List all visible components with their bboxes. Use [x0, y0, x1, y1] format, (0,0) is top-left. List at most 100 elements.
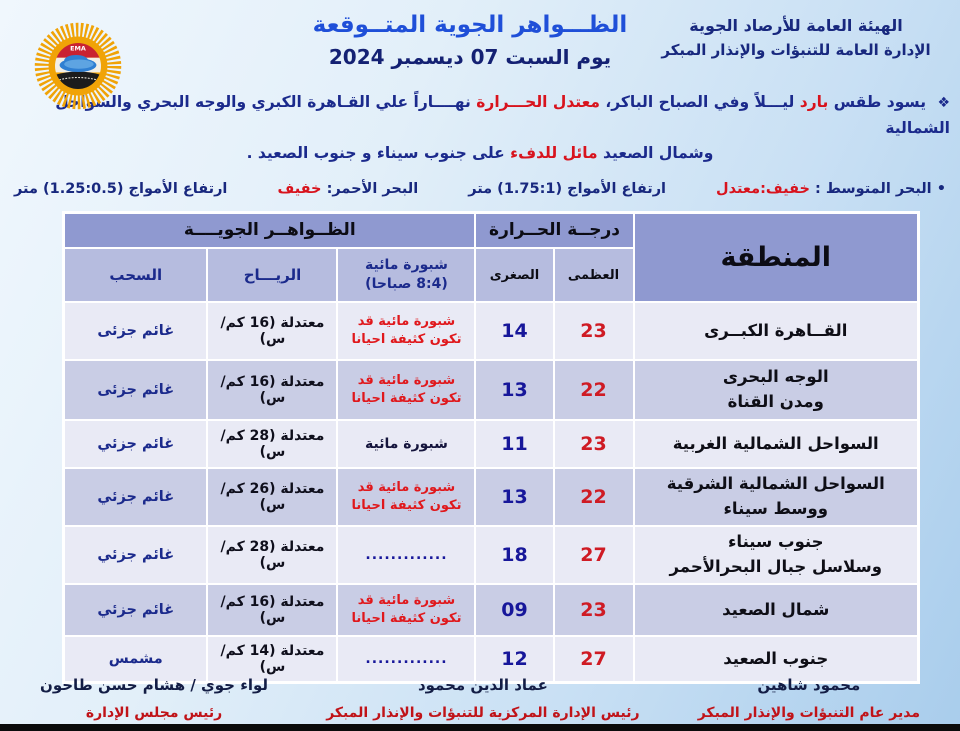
- sea-conditions-line: • البحر المتوسط : خفيف:معتدل ارتفاع الأم…: [0, 167, 960, 197]
- table-row: شمال الصعيد 23 09 شبورة مائية قد تكون كث…: [62, 583, 920, 638]
- col-header-clouds: السحب: [62, 247, 209, 304]
- synopsis-line-1: ❖ يسود طقس بارد ليـــلاً وفي الصباح البا…: [10, 90, 950, 141]
- synopsis-text: يسود طقس: [828, 93, 927, 111]
- synopsis-highlight-warm: مائل للدفء: [510, 144, 598, 163]
- wind-cell: معتدلة (16 كم/س): [206, 583, 339, 638]
- synopsis-line-2: وشمال الصعيد مائل للدفء على جنوب سيناء و…: [10, 141, 950, 167]
- col-header-fog-line2: (8:4 صباحا): [365, 276, 448, 293]
- signature-block-left: لواء جوي / هشام حسن طاحون رئيس مجلس الإد…: [40, 676, 268, 721]
- max-temp-cell: 22: [552, 359, 635, 422]
- title-block: الظـــواهر الجوية المتــوقعة يوم السبت 0…: [255, 12, 685, 69]
- signatures-footer: محمود شاهين مدير عام التنبؤات والإنذار ا…: [0, 676, 960, 721]
- table-row: السواحل الشمالية الغربية 23 11 شبورة مائ…: [62, 419, 920, 470]
- col-header-fog: شبورة مائية (8:4 صباحا): [336, 247, 477, 304]
- min-temp-cell: 14: [474, 301, 555, 362]
- wind-cell: معتدلة (14 كم/س): [206, 635, 339, 684]
- mediterranean-state: • البحر المتوسط : خفيف:معتدل: [716, 181, 946, 197]
- table-body: القــاهرة الكبــرى 23 14 شبورة مائية قد …: [62, 301, 920, 684]
- min-temp-cell: 09: [474, 583, 555, 638]
- table-header: المنطقة درجــة الحــرارة الظــواهــر الج…: [62, 211, 920, 304]
- header: EMA الظـــواهر الجوية المتــوقعة يوم الس…: [0, 0, 960, 110]
- mediterranean-label: البحر المتوسط :: [809, 180, 932, 197]
- wind-cell: معتدلة (28 كم/س): [206, 419, 339, 470]
- clouds-cell: غائم جزئى: [62, 301, 209, 362]
- synopsis-highlight-moderate: معتدل الحـــرارة: [476, 93, 600, 111]
- synopsis-text: ليـــلاً وفي الصباح الباكر،: [599, 93, 800, 111]
- clouds-cell: مشمس: [62, 635, 209, 684]
- signatory-title: رئيس الإدارة المركزية للتنبؤات والإنذار …: [326, 705, 640, 721]
- fog-cell: شبورة مائية قد تكون كثيفة احيانا: [336, 467, 477, 528]
- wind-cell: معتدلة (28 كم/س): [206, 525, 339, 586]
- min-temp-cell: 13: [474, 359, 555, 422]
- organization-block: الهيئة العامة للأرصاد الجوية الإدارة الع…: [646, 16, 946, 59]
- col-header-fog-line1: شبورة مائية: [365, 257, 448, 274]
- table-row: جنوب سيناء وسلاسل جبال البحرالأحمر 27 18 …: [62, 525, 920, 586]
- clouds-cell: غائم جزئي: [62, 467, 209, 528]
- org-name: الهيئة العامة للأرصاد الجوية: [689, 16, 903, 35]
- region-cell: السواحل الشمالية الشرقية ووسط سيناء: [632, 467, 920, 528]
- page-title: الظـــواهر الجوية المتــوقعة: [312, 12, 628, 38]
- table-row: الوجه البحرى ومدن القناة 22 13 شبورة مائي…: [62, 359, 920, 422]
- weather-synopsis: ❖ يسود طقس بارد ليـــلاً وفي الصباح البا…: [0, 88, 960, 167]
- min-temp-cell: 11: [474, 419, 555, 470]
- col-group-phenomena: الظــواهــر الجويــــة: [62, 211, 477, 250]
- min-temp-cell: 18: [474, 525, 555, 586]
- max-temp-cell: 23: [552, 583, 635, 638]
- region-cell: الوجه البحرى ومدن القناة: [632, 359, 920, 422]
- fog-cell: شبورة مائية قد تكون كثيفة احيانا: [336, 359, 477, 422]
- col-header-wind: الريـــاح: [206, 247, 339, 304]
- org-department: الإدارة العامة للتنبؤات والإنذار المبكر: [661, 41, 931, 59]
- ema-sun-logo-icon: EMA: [34, 22, 122, 110]
- red-sea-label: البحر الأحمر:: [321, 180, 419, 197]
- max-temp-cell: 22: [552, 467, 635, 528]
- signatory-title: رئيس مجلس الإدارة: [85, 705, 223, 721]
- col-header-region: المنطقة: [632, 211, 920, 304]
- max-temp-cell: 27: [552, 635, 635, 684]
- logo-ema-text: EMA: [70, 44, 86, 52]
- signatory-name: محمود شاهين: [757, 676, 861, 694]
- synopsis-highlight-cold: بارد: [799, 93, 829, 111]
- clouds-cell: غائم جزئي: [62, 525, 209, 586]
- region-cell: جنوب سيناء وسلاسل جبال البحرالأحمر: [632, 525, 920, 586]
- signatory-name: عماد الدين محمود: [417, 676, 548, 694]
- clouds-cell: غائم جزئى: [62, 359, 209, 422]
- fog-cell: شبورة مائية قد تكون كثيفة احيانا: [336, 583, 477, 638]
- wind-cell: معتدلة (26 كم/س): [206, 467, 339, 528]
- signature-block-right: محمود شاهين مدير عام التنبؤات والإنذار ا…: [698, 676, 920, 721]
- diamond-bullet-icon: ❖: [937, 95, 950, 111]
- red-sea-state: البحر الأحمر: خفيف: [277, 181, 418, 197]
- max-temp-cell: 27: [552, 525, 635, 586]
- region-cell: شمال الصعيد: [632, 583, 920, 638]
- mediterranean-wave-height: ارتفاع الأمواج (1.75:1) متر: [468, 180, 667, 197]
- col-header-min: الصغرى: [474, 247, 555, 304]
- min-temp-cell: 13: [474, 467, 555, 528]
- fog-cell: .............: [336, 635, 477, 684]
- forecast-table: المنطقة درجــة الحــرارة الظــواهــر الج…: [61, 210, 920, 684]
- min-temp-cell: 12: [474, 635, 555, 684]
- col-group-temperature: درجــة الحــرارة: [474, 211, 635, 250]
- clouds-cell: غائم جزئي: [62, 419, 209, 470]
- table-row: السواحل الشمالية الشرقية ووسط سيناء 22 13…: [62, 467, 920, 528]
- max-temp-cell: 23: [552, 301, 635, 362]
- mediterranean-value: خفيف:معتدل: [716, 180, 810, 197]
- max-temp-cell: 23: [552, 419, 635, 470]
- red-sea-value: خفيف: [277, 180, 322, 197]
- table-row: القــاهرة الكبــرى 23 14 شبورة مائية قد …: [62, 301, 920, 362]
- wind-cell: معتدلة (16 كم/س): [206, 359, 339, 422]
- synopsis-text: نهــــاراً علي القـاهرة الكبري والوجه ال…: [55, 93, 950, 137]
- region-cell: السواحل الشمالية الغربية: [632, 419, 920, 470]
- synopsis-text: على جنوب سيناء و جنوب الصعيد .: [246, 144, 511, 163]
- fog-cell: .............: [336, 525, 477, 586]
- signature-block-center: عماد الدين محمود رئيس الإدارة المركزية ل…: [326, 676, 639, 721]
- synopsis-text: وشمال الصعيد: [597, 144, 714, 163]
- fog-cell: شبورة مائية قد تكون كثيفة احيانا: [336, 301, 477, 362]
- bulletin-date: يوم السبت 07 ديسمبر 2024: [328, 45, 612, 69]
- region-cell: القــاهرة الكبــرى: [632, 301, 920, 362]
- dot-bullet-icon: •: [936, 180, 946, 197]
- wind-cell: معتدلة (16 كم/س): [206, 301, 339, 362]
- fog-cell: شبورة مائية: [336, 419, 477, 470]
- region-cell: جنوب الصعيد: [632, 635, 920, 684]
- clouds-cell: غائم جزئي: [62, 583, 209, 638]
- table-row: جنوب الصعيد 27 12 ............. معتدلة (…: [62, 635, 920, 684]
